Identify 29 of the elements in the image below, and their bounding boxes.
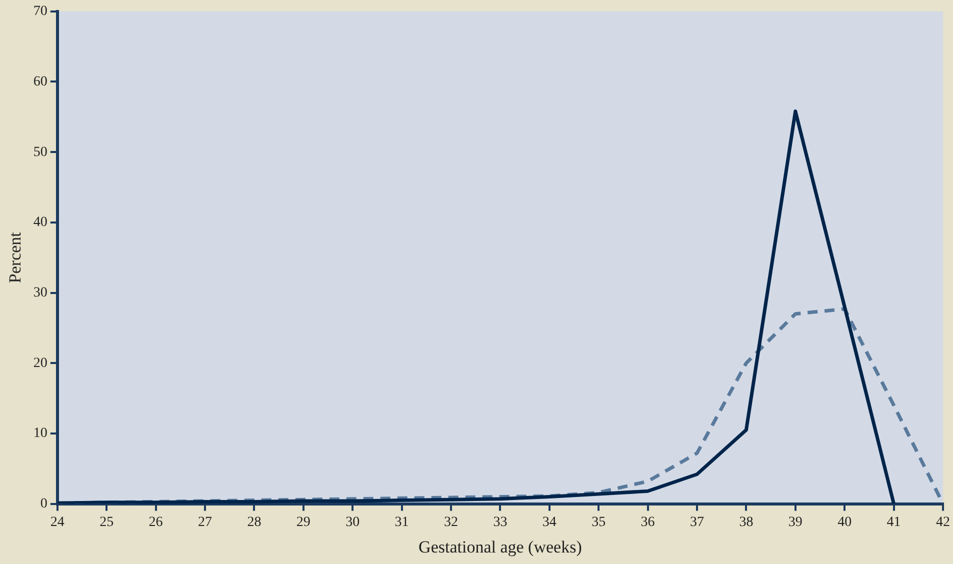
- x-tick-label: 39: [788, 514, 802, 530]
- x-tick-label: 41: [886, 514, 901, 530]
- y-tick-label: 30: [33, 285, 48, 300]
- x-tick-label: 24: [50, 514, 64, 530]
- x-tick-label: 42: [936, 514, 950, 530]
- x-tick-label: 35: [592, 514, 606, 530]
- y-axis-title: Percent: [6, 232, 25, 284]
- y-tick-label: 40: [33, 215, 48, 230]
- y-tick-label: 20: [33, 356, 48, 371]
- y-tick-label: 70: [33, 4, 48, 20]
- x-tick-label: 36: [640, 514, 655, 530]
- y-tick-label: 10: [33, 426, 48, 442]
- x-tick-label: 38: [739, 514, 754, 530]
- x-tick-label: 30: [346, 514, 360, 530]
- x-tick-label: 33: [493, 514, 508, 530]
- x-tick-label: 40: [838, 514, 852, 530]
- x-tick-label: 37: [690, 514, 704, 530]
- x-tick-label: 28: [247, 514, 262, 530]
- x-tick-label: 34: [542, 514, 556, 530]
- x-tick-label: 31: [394, 514, 409, 530]
- y-tick-label: 50: [33, 144, 48, 160]
- x-tick-label: 27: [198, 514, 212, 530]
- x-tick-label: 29: [296, 514, 310, 530]
- y-tick-label: 0: [40, 496, 48, 512]
- x-axis-title: Gestational age (weeks): [418, 537, 582, 556]
- x-tick-label: 26: [148, 514, 163, 530]
- y-tick-label: 60: [33, 74, 48, 90]
- x-tick-label: 25: [100, 514, 114, 530]
- x-tick-label: 32: [444, 514, 458, 530]
